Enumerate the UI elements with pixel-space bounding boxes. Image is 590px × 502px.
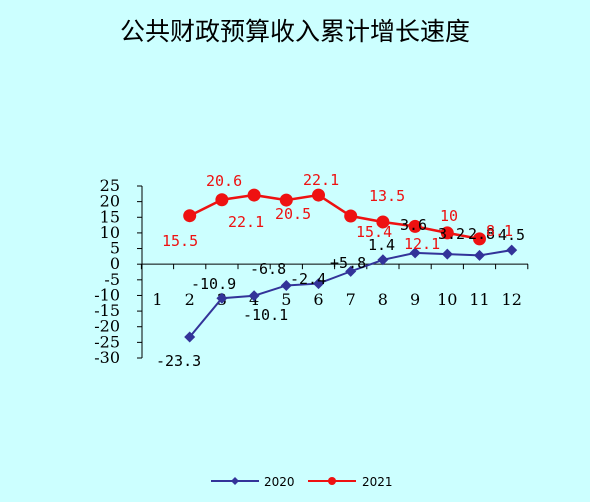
data-point-2021	[247, 188, 261, 202]
data-label-2020: -6.8	[250, 260, 286, 278]
data-label-2021: 15.4	[356, 223, 392, 241]
data-point-2020	[506, 244, 518, 256]
data-point-2020	[280, 279, 292, 291]
legend-marker-2020	[231, 477, 239, 485]
data-label-2020: 2.8	[468, 225, 495, 243]
data-label-2020: 3.6	[400, 216, 427, 234]
data-point-2021	[215, 193, 229, 207]
data-point-2021	[279, 193, 293, 207]
data-label-2021: 20.6	[206, 172, 242, 190]
data-label-2020: 1.4	[368, 236, 395, 254]
legend-label-2021: 2021	[362, 475, 393, 489]
x-tick-label: 12	[502, 290, 522, 309]
data-point-2021	[312, 188, 325, 202]
data-label-2020: 4.5	[498, 226, 525, 244]
y-tick-label: 5	[110, 239, 120, 258]
x-tick-label: 10	[437, 290, 457, 309]
data-point-2020	[377, 254, 389, 266]
data-point-2020	[345, 265, 357, 277]
x-tick-label: 5	[281, 290, 291, 309]
y-tick-label: -25	[94, 332, 120, 351]
data-point-2020	[216, 292, 228, 304]
chart-title: 公共财政预算收入累计增长速度	[119, 17, 470, 46]
x-tick-label: 1	[152, 290, 162, 309]
data-label-2021: 22.1	[228, 213, 264, 231]
data-point-2021	[376, 215, 390, 229]
x-tick-label: 6	[313, 290, 323, 309]
y-tick-label: 10	[100, 223, 120, 242]
series-line-2021	[189, 193, 480, 241]
legend-marker-2021	[328, 477, 336, 485]
data-label-2021: 8.1	[486, 222, 513, 240]
x-tick-label: 11	[469, 290, 489, 309]
data-point-2021	[408, 219, 422, 233]
data-point-2021	[440, 226, 454, 240]
data-label-2021: 20.5	[275, 205, 311, 223]
data-point-2020	[441, 248, 453, 260]
y-tick-label: -5	[104, 270, 120, 289]
data-point-2020	[313, 278, 324, 290]
data-point-2020	[248, 290, 260, 302]
x-tick-label: 9	[410, 290, 420, 309]
y-tick-label: -20	[94, 317, 120, 336]
data-point-2020	[474, 249, 485, 261]
data-label-2020: -10.9	[191, 275, 236, 293]
data-label-2021: 12.1	[404, 235, 440, 253]
x-tick-label: 2	[185, 290, 195, 309]
data-label-2021: 13.5	[369, 187, 405, 205]
y-tick-label: -10	[94, 285, 120, 304]
data-label-2020: +5.8	[330, 254, 366, 272]
data-point-2021	[183, 209, 197, 223]
data-point-2021	[473, 232, 486, 246]
x-tick-label: 8	[378, 290, 388, 309]
y-tick-label: 15	[100, 207, 120, 226]
data-point-2020	[409, 247, 421, 259]
legend-label-2020: 2020	[264, 475, 295, 489]
y-tick-label: 25	[100, 176, 120, 195]
data-point-2020	[184, 331, 196, 343]
data-label-2021: 10	[440, 207, 458, 225]
data-label-2020: 3.2	[438, 225, 465, 243]
data-label-2020: -10.1	[243, 306, 288, 324]
data-label-2020: -2.4	[290, 270, 326, 288]
data-label-2021: 15.5	[162, 232, 198, 250]
data-point-2021	[344, 209, 358, 223]
x-tick-label: 7	[346, 290, 356, 309]
y-tick-label: -30	[94, 348, 120, 367]
data-label-2020: -23.3	[156, 352, 201, 370]
data-label-2021: 22.1	[303, 171, 339, 189]
y-tick-label: 20	[100, 192, 120, 211]
y-tick-label: -15	[94, 301, 120, 320]
y-tick-label: 0	[110, 254, 120, 273]
